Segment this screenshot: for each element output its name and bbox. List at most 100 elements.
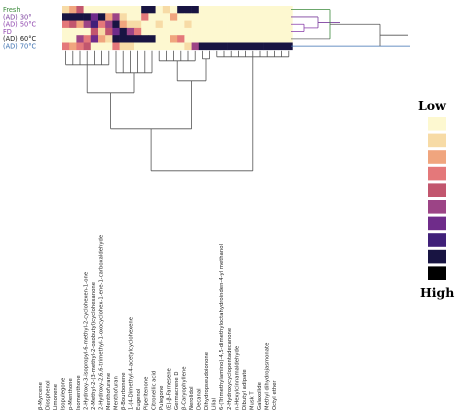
heatmap-cell — [234, 42, 243, 51]
heatmap-cell — [162, 42, 171, 51]
heatmap-cell — [278, 42, 286, 51]
heatmap-cell — [155, 13, 164, 21]
column-label: Menthofurane — [106, 373, 112, 410]
heatmap-cell — [220, 13, 228, 21]
heatmap-cell — [170, 35, 178, 43]
heatmap-cell — [76, 13, 84, 21]
heatmap-cell — [162, 20, 171, 29]
heatmap-cell-band — [230, 6, 290, 43]
heatmap-cell — [105, 27, 113, 36]
row-label: FD — [3, 28, 12, 36]
legend-swatch — [428, 266, 446, 280]
row-dendrogram — [291, 9, 410, 47]
heatmap-cell — [148, 6, 156, 14]
heatmap-cell — [213, 42, 221, 51]
column-label: Pulegone — [159, 386, 165, 410]
heatmap-cell — [134, 35, 142, 43]
heatmap-cell — [126, 27, 135, 36]
heatmap-cell — [119, 6, 128, 14]
heatmap-cell — [198, 42, 207, 51]
heatmap-cell — [69, 27, 77, 36]
heatmap-cell — [76, 27, 84, 36]
heatmap-cell — [141, 27, 149, 36]
heatmap-cell — [213, 27, 221, 36]
column-label: (E)-β-Farnesene — [166, 368, 172, 410]
heatmap-cell — [119, 20, 128, 29]
heatmap-cell — [184, 35, 192, 43]
column-label: Galaxolide — [257, 382, 263, 410]
heatmap-cell — [83, 35, 92, 43]
column-label: p-Menthone — [68, 378, 74, 410]
column-label: β-Myrcene — [38, 382, 44, 410]
column-label: β-Caryophyllene — [181, 367, 187, 410]
heatmap-cell — [162, 35, 171, 43]
heatmap-cell — [148, 27, 156, 36]
heatmap-cell — [119, 42, 128, 51]
heatmap-cell — [155, 6, 164, 14]
column-label: 2-Hydroxy-3-isopropyl-6-methyl-2-cyclohe… — [83, 272, 89, 410]
heatmap-cell — [191, 13, 200, 21]
heatmap-cell — [170, 20, 178, 29]
heatmap-cell — [220, 6, 228, 14]
legend-low-label: Low — [418, 98, 447, 113]
heatmap-cell — [90, 27, 99, 36]
heatmap-cell — [126, 35, 135, 43]
heatmap-cell — [162, 27, 171, 36]
heatmap-cell — [155, 35, 164, 43]
heatmap-cell — [112, 6, 120, 14]
column-label: Dihydropseudoionone — [204, 352, 210, 410]
column-label: Octyl ether — [272, 380, 278, 410]
heatmap-cell — [220, 20, 228, 29]
heatmap-cell — [184, 42, 192, 51]
heatmap-cell — [141, 20, 149, 29]
legend-swatch — [428, 150, 446, 164]
heatmap-cell — [83, 42, 92, 51]
column-label: Nerolidol — [189, 386, 195, 410]
legend-high-label: High — [420, 285, 454, 300]
heatmap-cell — [141, 35, 149, 43]
heatmap-cell — [170, 6, 178, 14]
heatmap-cell — [119, 27, 128, 36]
column-label: 1-(4-Dimethyl-4-acetylcyclohexene — [129, 317, 135, 410]
heatmap-cell — [213, 20, 221, 29]
heatmap-cell — [98, 13, 106, 21]
heatmap-cell — [191, 20, 200, 29]
heatmap-cell — [141, 6, 149, 14]
heatmap-cell — [177, 13, 185, 21]
heatmap-cell — [69, 6, 77, 14]
heatmap-cell — [69, 20, 77, 29]
heatmap-cell — [76, 20, 84, 29]
heatmap-cell — [184, 13, 192, 21]
heatmap-cell — [184, 20, 192, 29]
heatmap-cell — [105, 6, 113, 14]
heatmap-cell — [83, 13, 92, 21]
column-label: 2-Methyl-2-(3-methyl-2-oxobutyl)cyclohex… — [91, 282, 97, 410]
heatmap-cell — [220, 27, 228, 36]
heatmap-cell — [83, 6, 92, 14]
heatmap-cell — [213, 13, 221, 21]
column-label: Methyl dihydrojasmonate — [265, 343, 271, 410]
heatmap-cell — [134, 42, 142, 51]
heatmap-cell — [98, 20, 106, 29]
row-label: (AD) 60°C — [3, 35, 37, 43]
heatmap-cell — [62, 20, 70, 29]
column-label: n-Hexylcinnamaldehyde — [234, 346, 240, 410]
column-label: 2-Hydroxy-2,6,6-trimethyl-1-oxocyclohex-… — [98, 235, 104, 410]
heatmap-cell — [119, 13, 128, 21]
heatmap-cell — [191, 6, 200, 14]
column-label: Lilial — [212, 398, 218, 410]
column-label: Dibutyl adipate — [242, 369, 248, 410]
legend-swatch — [428, 133, 446, 148]
heatmap-cell — [98, 42, 106, 51]
heatmap-cell — [98, 35, 106, 43]
heatmap-cell — [249, 42, 257, 51]
heatmap-cell — [112, 13, 120, 21]
column-label: Musk T — [249, 391, 255, 410]
heatmap-cell — [170, 42, 178, 51]
heatmap-cell — [90, 20, 99, 29]
heatmap-cell — [119, 35, 128, 43]
row-label: (AD) 70°C — [3, 43, 37, 51]
heatmap-cell — [148, 35, 156, 43]
heatmap-cell — [134, 6, 142, 14]
